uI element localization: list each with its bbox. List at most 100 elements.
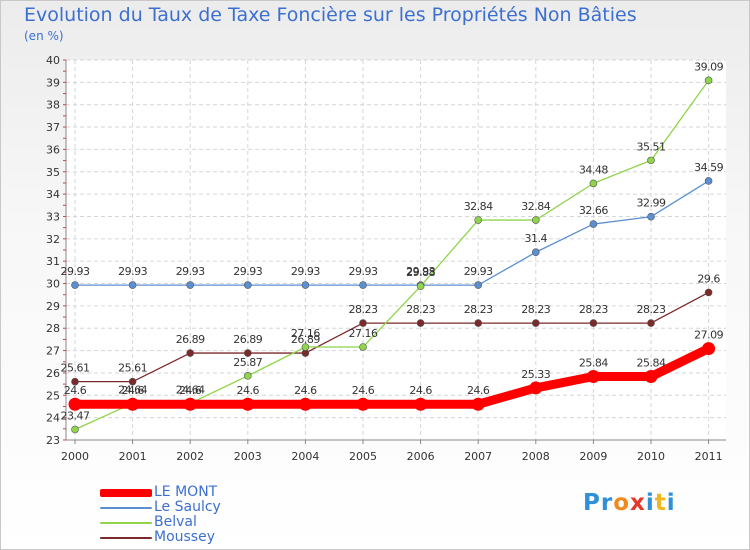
data-label: 39.09 [694,60,723,73]
chart-title: Evolution du Taux de Taxe Foncière sur l… [24,4,637,26]
x-tick-label: 2000 [61,450,89,463]
data-point [416,282,425,291]
logo-letter: i [645,490,655,516]
data-label: 24.6 [64,384,87,397]
data-point [589,220,598,228]
data-label: 27.16 [349,327,378,340]
data-label: 28.23 [579,303,608,316]
data-point [186,349,194,357]
data-label: 25.61 [61,362,90,375]
data-label: 25.33 [521,368,550,381]
data-point [416,319,425,327]
data-point [531,216,540,224]
data-point [529,381,543,395]
data-point [71,425,79,434]
data-point [471,397,485,411]
data-point [298,397,312,411]
y-tick-label: 30 [46,278,60,291]
data-point [244,372,252,380]
legend-label: Le Saulcy [154,499,221,515]
y-tick-label: 36 [46,143,60,156]
logo-letter: t [654,490,667,516]
data-point [244,281,252,289]
chart-legend: LE MONT Le Saulcy Belval Moussey [98,484,298,545]
data-point [474,281,483,289]
logo-letter: x [630,490,646,516]
data-label: 28.23 [349,303,378,316]
data-point [241,397,255,411]
y-tick-label: 31 [46,255,60,268]
data-point [126,397,140,411]
data-point [474,216,483,224]
legend-swatch [100,489,152,497]
series-line-3 [74,291,710,383]
legend-item: Moussey [98,529,298,545]
y-tick-label: 34 [46,188,60,201]
legend-item: Le Saulcy [98,499,298,515]
data-point [128,377,137,386]
data-point [644,370,658,384]
data-label: 26.89 [176,333,205,346]
x-tick-label: 2006 [407,450,435,463]
data-point [359,281,367,289]
data-label: 24.6 [409,384,432,397]
data-label: 23.47 [61,409,90,422]
data-point [71,281,79,289]
data-label: 25.84 [637,357,666,370]
data-label: 24.6 [467,384,490,397]
legend-item: LE MONT [98,484,298,500]
data-point [589,319,598,327]
data-label: 25.84 [579,357,608,370]
x-tick-label: 2001 [119,450,147,463]
data-point [647,156,655,165]
proxiti-logo: Proxiti [583,490,676,516]
data-label: 29.93 [291,265,320,278]
data-point [704,177,713,185]
data-label: 29.93 [61,265,90,278]
data-label: 29.93 [233,265,262,278]
data-point [359,343,367,351]
data-label: 29.93 [176,265,205,278]
data-label: 34.48 [579,163,608,176]
series-line-1 [74,180,710,286]
data-label: 28.23 [406,303,435,316]
y-tick-label: 26 [46,367,60,380]
y-tick-label: 23 [46,434,60,447]
data-point [244,349,252,357]
data-point [359,319,367,327]
legend-swatch [100,537,152,539]
x-tick-label: 2004 [291,450,319,463]
data-label: 24.6 [121,384,144,397]
data-point [704,288,713,297]
data-label: 27.16 [291,327,320,340]
data-label: 31.4 [525,232,548,245]
data-point [647,319,655,327]
data-label: 24.6 [237,384,260,397]
data-label: 24.64 [176,383,205,396]
data-point [589,179,598,188]
logo-letter: r [600,490,614,516]
legend-label: Moussey [154,529,216,545]
y-tick-label: 38 [46,99,60,112]
data-point [647,212,655,221]
data-point [704,76,713,85]
x-tick-label: 2009 [579,450,607,463]
data-label: 28.23 [521,303,550,316]
y-tick-label: 24 [46,412,60,425]
data-point [531,248,540,257]
data-label: 24.6 [294,384,317,397]
data-label: 26.89 [233,333,262,346]
data-label: 27.09 [694,329,723,342]
data-label: 34.59 [694,161,723,174]
legend-item: Belval [98,514,298,530]
data-label: 35.51 [637,140,666,153]
data-point [68,397,82,411]
data-point [414,397,428,411]
legend-swatch [100,507,152,509]
chart-unit: (en %) [24,29,64,43]
data-point [531,319,540,327]
x-tick-label: 2005 [349,450,377,463]
data-point [71,377,79,386]
y-tick-label: 28 [46,322,60,335]
